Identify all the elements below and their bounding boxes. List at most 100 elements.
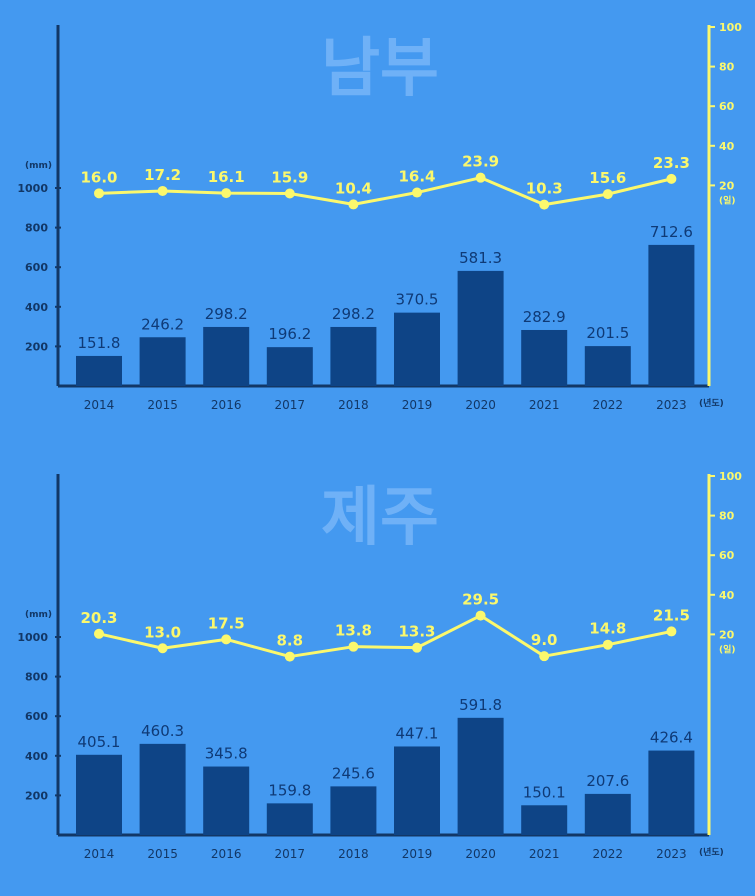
bar [266,347,313,386]
bar-value-label: 196.2 [268,325,311,343]
line-point [348,199,359,210]
bar [521,329,568,386]
left-tick-label: 400 [25,750,48,763]
bar [584,793,631,835]
line-series [94,172,677,210]
right-tick-label: 60 [719,100,735,113]
bar [457,270,504,386]
line-value-label: 16.0 [80,168,117,186]
bar-value-label: 460.3 [141,722,184,740]
x-tick-label: 2023 [656,398,687,412]
left-axis-unit: (mm) [25,610,52,620]
line-value-label: 29.5 [462,591,499,609]
line-value-label: 15.6 [589,169,626,187]
x-tick-label: 2022 [593,398,624,412]
x-axis-unit: (년도) [699,397,724,409]
bar [203,766,250,835]
bar-series [76,244,695,386]
left-axis-unit: (mm) [25,161,52,171]
line-value-label: 17.2 [144,166,181,184]
bar-value-label: 712.6 [650,223,693,241]
x-tick-label: 2016 [211,847,242,861]
bar-value-label: 581.3 [459,249,502,267]
right-tick-label: 80 [719,61,735,74]
line-point [539,651,550,662]
bar-value-label: 370.5 [396,291,439,309]
bar [330,326,377,386]
x-tick-label: 2014 [84,847,115,861]
line-point [602,189,613,200]
line-point [157,643,168,654]
bar-value-label: 282.9 [523,308,566,326]
line-value-label: 13.0 [144,623,181,641]
left-tick-label: 400 [25,301,48,314]
left-tick-label: 800 [25,222,48,235]
line-point [666,626,677,637]
x-tick-label: 2019 [402,398,433,412]
line-value-label: 14.8 [589,620,626,638]
left-tick-label: 600 [25,710,48,723]
right-tick-label: 20 [719,628,735,641]
x-axis-unit: (년도) [699,846,724,858]
x-tick-label: 2023 [656,847,687,861]
line-value-label: 9.0 [531,631,558,649]
chart-panel-jeju: 제주 200 400 600 800 1000 (mm) 20 40 60 80 100 (일) 201… [0,449,755,879]
line-path [98,176,672,207]
line-value-label: 13.8 [335,622,372,640]
data-labels: 151.8 246.2 298.2 196.2 298.2 370.5 581.3 282.9… [78,153,693,352]
bar [457,717,504,835]
left-tick-label: 1000 [17,631,48,644]
bar-value-label: 298.2 [332,305,375,323]
line-point [412,187,422,198]
bar-value-label: 150.1 [523,783,566,801]
right-tick-label: 80 [719,510,735,523]
line-point [475,172,486,183]
line-point [412,642,422,653]
line-point [284,651,295,662]
line-point [539,199,550,210]
x-tick-label: 2020 [465,847,496,861]
bar [330,786,377,835]
x-tick-label: 2021 [529,398,560,412]
x-tick-label: 2021 [529,847,560,861]
bar-value-label: 447.1 [396,724,439,742]
bar-value-label: 201.5 [586,324,629,342]
line-value-label: 15.9 [271,169,308,187]
bar-value-label: 426.4 [650,729,693,747]
left-tick-label: 200 [25,340,48,353]
line-value-label: 20.3 [80,609,117,627]
left-tick-label: 200 [25,789,48,802]
line-point [475,610,486,621]
right-tick-label: 40 [719,140,735,153]
chart-axes: 200 400 600 800 1000 (mm) 20 40 60 80 100 (일) 2014 20… [17,470,742,861]
bar [394,746,440,835]
line-series [94,610,677,662]
line-path [98,614,672,659]
x-tick-label: 2017 [275,398,306,412]
x-tick-label: 2018 [338,847,369,861]
line-value-label: 23.3 [653,154,690,172]
bar [203,326,250,386]
line-value-label: 8.8 [277,632,304,650]
line-point [94,628,104,639]
bar [139,337,186,386]
left-tick-label: 600 [25,261,48,274]
bar [139,743,186,835]
data-labels: 405.1 460.3 345.8 159.8 245.6 447.1 591.8 150.1… [78,591,693,802]
line-value-label: 10.4 [335,179,372,197]
chart-panel-south: 남부 200 400 600 800 1000 (mm) 20 40 60 80 100 (일) 201… [0,0,755,430]
line-point [348,641,359,652]
line-point [157,185,168,196]
line-point [221,634,232,645]
x-tick-label: 2015 [147,847,178,861]
chart-title: 제주 [321,481,439,555]
x-tick-label: 2020 [465,398,496,412]
x-tick-label: 2022 [593,847,624,861]
chart-title: 남부 [321,32,439,106]
bar-value-label: 245.6 [332,764,375,782]
line-point [94,188,104,199]
x-tick-label: 2014 [84,398,115,412]
bar-value-label: 159.8 [268,781,311,799]
bar [76,754,122,835]
bar-value-label: 345.8 [205,745,248,763]
